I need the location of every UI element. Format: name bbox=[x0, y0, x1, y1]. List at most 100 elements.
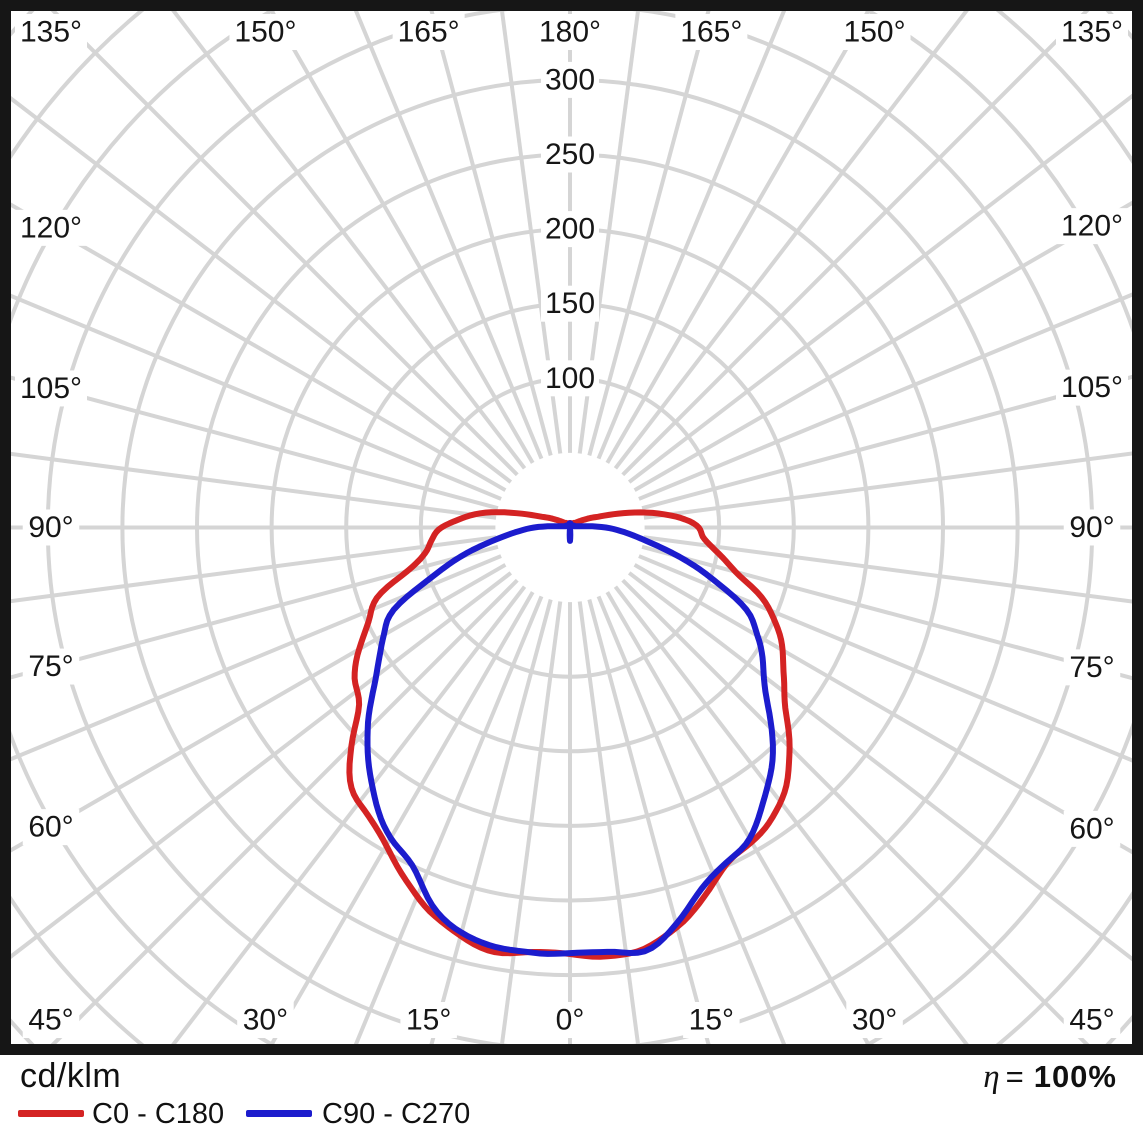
angle-label: 90° bbox=[1069, 511, 1114, 544]
angle-label-bg bbox=[534, 14, 606, 50]
polar-grid-spoke bbox=[11, 544, 499, 680]
legend-label-c0-c180: C0 - C180 bbox=[92, 1098, 225, 1130]
ring-label-bg bbox=[541, 61, 599, 98]
polar-grid-spoke bbox=[641, 374, 1132, 511]
ring-label: 200 bbox=[545, 213, 595, 246]
angle-label-bg bbox=[22, 648, 80, 685]
polar-grid-spoke bbox=[11, 563, 507, 853]
ring-label-bg bbox=[541, 360, 599, 397]
polar-grid-spoke bbox=[643, 451, 1132, 520]
angle-label-bg bbox=[549, 1002, 591, 1038]
polar-grid-spoke bbox=[587, 11, 711, 456]
angle-label: 135° bbox=[1061, 16, 1123, 49]
legend-label-c90-c270: C90 - C270 bbox=[322, 1098, 471, 1130]
polar-grid-spoke bbox=[613, 11, 969, 470]
angle-label: 120° bbox=[1061, 210, 1123, 243]
polar-grid-spoke bbox=[429, 599, 553, 1044]
plot-border bbox=[0, 0, 1143, 1055]
ring-label: 300 bbox=[545, 63, 595, 96]
angle-label-bg bbox=[683, 1002, 740, 1038]
polar-grid-spoke bbox=[11, 375, 499, 511]
angle-label-bg bbox=[1063, 509, 1121, 546]
polar-grid-spoke bbox=[621, 578, 1090, 1044]
angle-label-bg bbox=[15, 14, 87, 50]
angle-label-bg bbox=[392, 14, 465, 50]
angle-label-bg bbox=[1056, 14, 1128, 50]
angle-label: 150° bbox=[844, 16, 906, 49]
angle-label: 150° bbox=[234, 16, 296, 49]
polar-grid-spoke bbox=[596, 11, 787, 460]
polar-grid-spoke bbox=[613, 585, 969, 1044]
angle-label-bg bbox=[237, 1002, 294, 1038]
polar-grid-spoke bbox=[577, 601, 641, 1044]
angle-label-bg bbox=[846, 1002, 903, 1038]
polar-grid-spoke bbox=[633, 563, 1132, 855]
angle-label: 15° bbox=[406, 1004, 451, 1037]
angle-label-bg bbox=[1063, 1002, 1121, 1038]
angle-label: 45° bbox=[1069, 1004, 1114, 1037]
angle-label: 105° bbox=[20, 372, 82, 405]
angle-label: 165° bbox=[680, 16, 742, 49]
polar-grid-spoke bbox=[429, 11, 553, 456]
units-label: cd/klm bbox=[20, 1057, 122, 1095]
angle-label-bg bbox=[1063, 810, 1121, 847]
angle-label-bg bbox=[838, 14, 911, 50]
ring-label-bg bbox=[541, 136, 599, 173]
polar-grid-spoke bbox=[353, 595, 544, 1044]
angle-label: 75° bbox=[28, 650, 73, 683]
angle-label: 135° bbox=[20, 16, 82, 49]
eta-symbol: η bbox=[983, 1059, 1000, 1095]
angle-label: 180° bbox=[539, 16, 601, 49]
polar-grid-spoke bbox=[643, 535, 1132, 604]
polar-grid-spoke bbox=[641, 544, 1132, 681]
ring-label-bg bbox=[541, 285, 599, 322]
angle-label: 105° bbox=[1061, 371, 1123, 404]
angle-label-bg bbox=[229, 14, 302, 50]
polar-grid-spoke bbox=[11, 451, 497, 520]
angle-label: 30° bbox=[243, 1004, 288, 1037]
angle-label: 90° bbox=[28, 511, 73, 544]
polar-grid-spoke bbox=[627, 93, 1132, 484]
curve-c90-c270 bbox=[364, 520, 776, 957]
polar-grid-spoke bbox=[11, 535, 497, 604]
angle-label-bg bbox=[675, 14, 748, 50]
polar-grid-spoke bbox=[596, 595, 787, 1044]
polar-grid-spoke bbox=[11, 293, 502, 501]
polar-grid-spoke bbox=[11, 554, 502, 762]
angle-label: 15° bbox=[689, 1004, 734, 1037]
polar-grid-spoke bbox=[499, 11, 563, 454]
polar-grid-spoke bbox=[605, 591, 871, 1044]
angle-label-bg bbox=[1056, 208, 1128, 245]
legend-swatch-c90-c270 bbox=[246, 1110, 312, 1117]
polar-grid-spoke bbox=[638, 554, 1132, 763]
angle-label-bg bbox=[1056, 369, 1128, 406]
curves bbox=[346, 509, 793, 960]
angle-label: 75° bbox=[1069, 651, 1114, 684]
angle-label: 0° bbox=[556, 1004, 585, 1037]
eta-separator: = bbox=[1005, 1059, 1024, 1094]
polar-grid-spoke bbox=[171, 11, 527, 470]
polar-grid-spoke bbox=[605, 11, 871, 464]
angle-label-bg bbox=[22, 809, 80, 846]
polar-grid-spoke bbox=[499, 601, 563, 1044]
polar-grid-spoke bbox=[269, 11, 535, 464]
angle-label: 60° bbox=[1069, 812, 1114, 845]
angle-label-bg bbox=[400, 1002, 457, 1038]
angle-label-bg bbox=[15, 209, 87, 246]
polar-chart-canvas: 100 150 200 250 300 0° 15° 15° 30° 30° 45° 45° 60° 60… bbox=[0, 0, 1143, 1055]
angle-label-bg bbox=[15, 370, 87, 407]
angle-label: 30° bbox=[852, 1004, 897, 1037]
ring-label: 250 bbox=[545, 138, 595, 171]
polar-grid-spoke bbox=[587, 599, 711, 1044]
polar-grid-spoke bbox=[577, 11, 641, 454]
ring-label-bg bbox=[541, 211, 599, 248]
angle-label-bg bbox=[1063, 649, 1121, 686]
angle-label: 165° bbox=[398, 16, 460, 49]
polar-grid-spoke bbox=[353, 11, 544, 460]
angle-labels: 0° 15° 15° 30° 30° 45° 45° 60° 60° 75° 75° 90° 90° 10… bbox=[15, 14, 1128, 1038]
chart-footer: cd/klm C0 - C180 C90 - C270 η = 100% bbox=[0, 1055, 1143, 1143]
ring-label: 100 bbox=[545, 362, 595, 395]
polar-grid-spoke bbox=[633, 200, 1132, 492]
legend-swatch-c0-c180 bbox=[18, 1110, 84, 1117]
